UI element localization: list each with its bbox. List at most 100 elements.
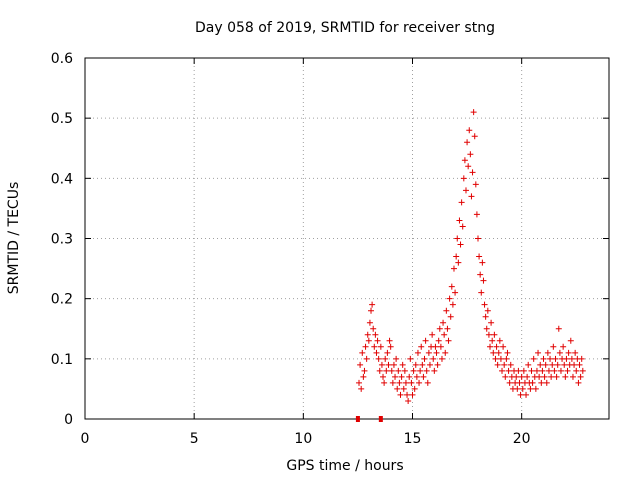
data-point bbox=[507, 361, 514, 368]
data-point bbox=[383, 367, 390, 374]
data-point bbox=[380, 373, 387, 380]
data-point bbox=[523, 391, 530, 398]
data-point bbox=[577, 373, 584, 380]
data-point bbox=[502, 373, 509, 380]
data-point bbox=[446, 295, 453, 302]
data-point bbox=[375, 355, 382, 362]
data-point bbox=[431, 367, 438, 374]
data-point bbox=[479, 259, 486, 266]
data-point bbox=[390, 361, 397, 368]
data-point bbox=[567, 337, 574, 344]
data-point bbox=[533, 367, 540, 374]
data-point bbox=[399, 361, 406, 368]
data-point bbox=[548, 373, 555, 380]
data-point bbox=[484, 307, 491, 314]
data-point bbox=[388, 367, 395, 374]
data-point bbox=[374, 337, 381, 344]
data-point bbox=[406, 373, 413, 380]
data-point bbox=[536, 373, 543, 380]
data-point bbox=[485, 331, 492, 338]
x-tick-label: 0 bbox=[81, 431, 90, 447]
data-point bbox=[564, 367, 571, 374]
data-point bbox=[373, 349, 380, 356]
data-point bbox=[360, 373, 367, 380]
data-point bbox=[454, 235, 461, 242]
data-point bbox=[440, 319, 447, 326]
data-point bbox=[426, 361, 433, 368]
data-point bbox=[453, 253, 460, 260]
data-points bbox=[356, 109, 586, 404]
data-point bbox=[404, 391, 411, 398]
data-point bbox=[421, 355, 428, 362]
data-point bbox=[445, 337, 452, 344]
data-point bbox=[363, 355, 370, 362]
data-point bbox=[364, 331, 371, 338]
data-point bbox=[543, 379, 550, 386]
data-point bbox=[501, 361, 508, 368]
data-point bbox=[475, 235, 481, 242]
data-point bbox=[560, 343, 567, 350]
data-point bbox=[550, 343, 557, 350]
gap-markers bbox=[355, 416, 383, 422]
data-point bbox=[575, 379, 582, 386]
data-point bbox=[447, 313, 454, 320]
data-point bbox=[416, 379, 423, 386]
chart-title: Day 058 of 2019, SRMTID for receiver stn… bbox=[195, 20, 495, 36]
data-point bbox=[497, 355, 504, 362]
data-point bbox=[419, 361, 426, 368]
data-point bbox=[561, 361, 568, 368]
data-point bbox=[493, 343, 500, 350]
data-point bbox=[517, 391, 524, 398]
data-point bbox=[359, 349, 366, 356]
data-point bbox=[572, 349, 579, 356]
y-tick-label: 0.5 bbox=[51, 111, 73, 127]
data-point bbox=[436, 325, 443, 332]
data-point bbox=[409, 391, 416, 398]
data-point bbox=[488, 319, 495, 326]
data-point bbox=[469, 169, 476, 176]
data-point bbox=[556, 349, 563, 356]
data-point bbox=[476, 253, 483, 260]
data-point bbox=[554, 361, 561, 368]
data-point bbox=[386, 337, 393, 344]
data-point bbox=[480, 277, 487, 284]
data-point bbox=[576, 361, 583, 368]
x-tick-label: 20 bbox=[513, 431, 531, 447]
data-point bbox=[460, 175, 467, 182]
data-point bbox=[407, 355, 414, 362]
data-point bbox=[504, 349, 511, 356]
data-point bbox=[397, 391, 404, 398]
data-point bbox=[432, 343, 439, 350]
data-point bbox=[494, 361, 501, 368]
y-tick-label: 0.2 bbox=[51, 292, 73, 308]
data-point bbox=[411, 385, 418, 392]
y-tick-label: 0.1 bbox=[51, 352, 73, 368]
data-point bbox=[506, 379, 513, 386]
data-point bbox=[412, 361, 419, 368]
y-tick-label: 0.4 bbox=[51, 171, 73, 187]
data-point bbox=[482, 313, 489, 320]
data-point bbox=[413, 373, 420, 380]
data-point bbox=[563, 355, 570, 362]
data-point bbox=[402, 379, 409, 386]
data-point bbox=[443, 307, 450, 314]
data-point bbox=[461, 157, 468, 164]
data-point bbox=[370, 325, 377, 332]
data-point bbox=[525, 361, 532, 368]
data-point bbox=[392, 373, 399, 380]
data-point bbox=[565, 349, 572, 356]
data-point bbox=[358, 385, 365, 392]
data-point bbox=[362, 343, 369, 350]
data-point bbox=[569, 373, 576, 380]
data-point bbox=[568, 355, 575, 362]
data-point bbox=[545, 367, 552, 374]
data-point bbox=[408, 379, 415, 386]
x-tick-label: 15 bbox=[404, 431, 422, 447]
data-point bbox=[430, 355, 437, 362]
data-point bbox=[466, 127, 473, 134]
data-point bbox=[457, 241, 464, 248]
data-point bbox=[442, 349, 449, 356]
data-point bbox=[455, 259, 462, 266]
data-point bbox=[405, 397, 412, 404]
data-point bbox=[547, 355, 554, 362]
